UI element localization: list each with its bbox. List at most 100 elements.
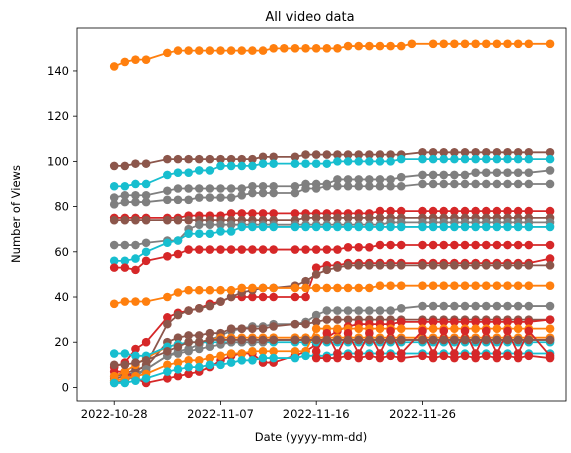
data-point	[141, 179, 151, 189]
data-point	[481, 326, 491, 336]
data-point	[311, 270, 321, 279]
data-point	[354, 306, 364, 315]
data-point	[375, 335, 385, 345]
data-point	[503, 317, 512, 327]
series-8	[109, 222, 555, 266]
data-point	[141, 247, 151, 257]
data-point	[418, 222, 427, 232]
data-point	[418, 281, 427, 291]
data-point	[290, 335, 300, 345]
data-point	[194, 166, 204, 175]
data-point	[120, 360, 130, 370]
data-point	[194, 362, 204, 372]
data-point	[503, 326, 512, 336]
data-point	[333, 181, 342, 191]
data-point	[481, 301, 491, 311]
data-point	[481, 179, 491, 189]
data-point	[450, 206, 459, 216]
data-point	[205, 184, 215, 193]
data-point	[311, 159, 321, 168]
data-point	[333, 44, 342, 53]
data-point	[365, 175, 374, 184]
data-point	[386, 326, 395, 336]
data-point	[301, 44, 310, 53]
data-point	[322, 353, 332, 363]
data-point	[237, 349, 247, 358]
data-point	[333, 306, 342, 315]
data-point	[524, 148, 534, 157]
data-point	[513, 324, 523, 333]
data-point	[481, 168, 491, 177]
data-point	[226, 154, 236, 164]
y-tick-label: 60	[54, 245, 69, 259]
data-point	[131, 215, 140, 225]
data-point	[418, 240, 427, 250]
data-point	[248, 188, 257, 198]
data-point	[216, 351, 225, 361]
data-point	[513, 168, 523, 177]
data-point	[109, 378, 119, 388]
data-point	[205, 46, 215, 55]
data-point	[173, 358, 183, 367]
data-point	[428, 353, 438, 363]
data-point	[333, 175, 342, 184]
data-point	[375, 213, 385, 223]
data-point	[343, 315, 353, 324]
data-point	[460, 222, 470, 232]
x-tick-label: 2022-10-28	[81, 407, 148, 421]
data-point	[492, 179, 502, 189]
data-point	[216, 154, 225, 164]
data-point	[524, 154, 534, 164]
data-point	[258, 152, 268, 162]
data-point	[205, 301, 215, 311]
data-point	[428, 240, 438, 250]
data-point	[513, 148, 523, 157]
data-point	[184, 245, 193, 254]
data-point	[471, 39, 480, 49]
data-point	[322, 315, 332, 324]
data-point	[386, 150, 395, 159]
x-tick-label: 2022-11-26	[389, 407, 456, 421]
data-point	[258, 335, 268, 345]
data-point	[471, 206, 480, 216]
data-point	[173, 236, 183, 245]
data-point	[471, 154, 480, 164]
data-point	[503, 351, 512, 361]
data-point	[439, 222, 449, 232]
data-point	[386, 175, 395, 184]
data-point	[226, 209, 236, 218]
data-point	[545, 240, 555, 250]
data-point	[205, 229, 215, 239]
data-point	[375, 157, 385, 166]
data-point	[258, 159, 268, 168]
data-point	[333, 353, 342, 363]
data-point	[131, 265, 140, 275]
data-point	[322, 245, 332, 254]
data-point	[460, 326, 470, 336]
data-point	[216, 245, 225, 254]
data-point	[428, 206, 438, 216]
data-point	[365, 157, 374, 166]
data-point	[343, 181, 353, 191]
data-point	[460, 261, 470, 270]
data-point	[237, 222, 247, 232]
data-point	[428, 148, 438, 157]
data-point	[109, 181, 119, 191]
series-3	[109, 166, 555, 202]
data-point	[120, 215, 130, 225]
data-point	[450, 335, 459, 345]
data-point	[492, 324, 502, 333]
data-point	[205, 193, 215, 202]
data-point	[194, 356, 204, 365]
data-point	[513, 179, 523, 189]
data-point	[375, 150, 385, 159]
data-point	[237, 245, 247, 254]
data-point	[365, 242, 374, 252]
data-point	[173, 184, 183, 193]
data-point	[439, 261, 449, 270]
data-point	[481, 39, 491, 49]
data-point	[163, 360, 172, 370]
series-9	[109, 240, 555, 275]
data-point	[248, 335, 257, 345]
data-point	[481, 154, 491, 164]
